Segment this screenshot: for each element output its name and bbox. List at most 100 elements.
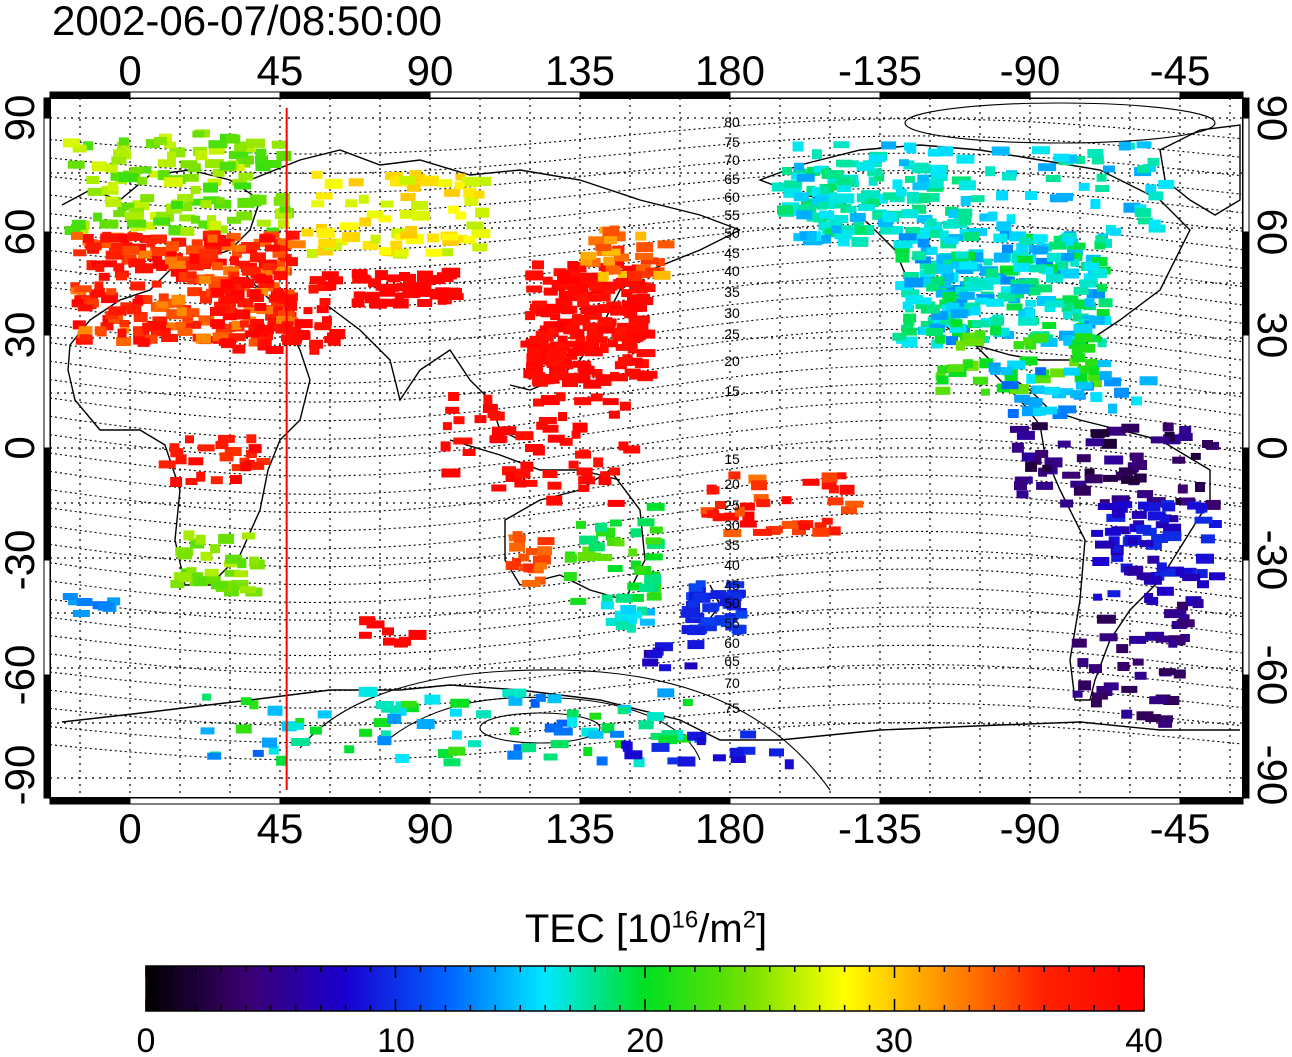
- tec-cell: [507, 750, 523, 760]
- tec-cell: [247, 138, 265, 148]
- tec-cell: [1073, 323, 1093, 334]
- x-tick-bottom: -135: [838, 805, 922, 852]
- tec-cell: [1087, 148, 1104, 158]
- tec-cell: [1127, 565, 1144, 576]
- tec-cell: [1104, 527, 1121, 536]
- tec-cell: [445, 406, 460, 414]
- tec-cell: [603, 284, 616, 294]
- tec-cell: [406, 182, 421, 192]
- tec-cell: [525, 548, 544, 555]
- tec-cell: [1136, 572, 1151, 580]
- tec-cell: [248, 444, 262, 454]
- x-tick-top: -135: [838, 47, 922, 94]
- tec-cell: [1192, 599, 1204, 609]
- tec-cell: [901, 327, 917, 336]
- tec-cell: [178, 272, 193, 282]
- y-tick-right: -90: [1249, 745, 1292, 806]
- tec-cell: [316, 305, 329, 314]
- tec-cell: [1071, 638, 1087, 648]
- y-tick-left: 90: [0, 95, 43, 142]
- tec-cell: [193, 576, 207, 587]
- tec-cell: [322, 316, 332, 326]
- tec-cell: [542, 470, 558, 478]
- tec-cell: [720, 617, 733, 628]
- tec-cell: [377, 736, 392, 746]
- tec-cell: [210, 287, 225, 298]
- tec-cell: [78, 326, 93, 335]
- tec-cell: [240, 586, 256, 594]
- tec-cell: [1053, 153, 1070, 162]
- tec-cell: [834, 215, 849, 223]
- tec-cell: [409, 282, 426, 292]
- tec-cell: [536, 421, 549, 430]
- tec-cell: [639, 584, 656, 593]
- tec-cell: [1033, 406, 1046, 416]
- tec-cell: [555, 392, 566, 402]
- tec-cell: [417, 270, 433, 280]
- tec-cell: [591, 369, 603, 377]
- tec-cell: [625, 615, 637, 624]
- tec-cell: [1038, 163, 1057, 172]
- tec-cell: [601, 594, 613, 604]
- tec-cell: [329, 329, 346, 338]
- tec-cell: [352, 274, 371, 284]
- tec-cell: [224, 308, 238, 318]
- tec-cell: [1139, 540, 1154, 548]
- tec-cell: [572, 360, 591, 368]
- tec-cell: [856, 162, 875, 171]
- tec-cell: [835, 193, 855, 204]
- tec-cell: [474, 415, 487, 424]
- tec-cell: [448, 205, 460, 214]
- tec-cell: [553, 727, 573, 736]
- tec-cell: [444, 288, 462, 297]
- tec-cell: [1032, 234, 1048, 243]
- tec-cell: [723, 512, 739, 521]
- tec-cell: [1090, 698, 1102, 708]
- tec-cell: [242, 532, 256, 540]
- tec-cell: [1179, 568, 1192, 578]
- tec-cell: [1062, 471, 1081, 479]
- tec-cell: [240, 697, 252, 706]
- tec-cell: [1121, 709, 1133, 719]
- tec-cell: [751, 480, 768, 491]
- tec-cell: [191, 215, 200, 224]
- tec-cell: [692, 592, 710, 602]
- tec-cell: [1143, 502, 1161, 512]
- colorbar-label-end: ]: [756, 907, 768, 951]
- tec-cell: [958, 180, 976, 191]
- colorbar-tick-label: 0: [137, 1022, 156, 1057]
- tec-cell: [1137, 490, 1154, 499]
- tec-cell: [256, 273, 266, 282]
- tec-cell: [71, 231, 83, 240]
- tec-cell: [1132, 460, 1148, 470]
- tec-cell: [614, 610, 629, 619]
- tec-cell: [1110, 227, 1121, 236]
- tec-cell: [1138, 501, 1149, 510]
- tec-cell: [518, 553, 530, 562]
- axis-bar-bottom: [1029, 797, 1181, 805]
- tec-cell: [1134, 671, 1147, 680]
- tec-cell: [244, 330, 260, 338]
- tec-cell: [1097, 360, 1112, 368]
- tec-cell: [225, 554, 243, 564]
- tec-cell: [768, 525, 781, 535]
- tec-cell: [135, 263, 153, 274]
- tec-cell: [586, 330, 597, 339]
- tec-cell: [466, 221, 484, 230]
- tec-cell: [812, 527, 830, 537]
- tec-cell: [169, 147, 186, 158]
- tec-cell: [475, 207, 490, 218]
- tec-cell: [901, 209, 919, 219]
- tec-cell: [931, 310, 949, 320]
- tec-cell: [379, 288, 396, 297]
- tec-cell: [1131, 396, 1142, 406]
- tec-cell: [390, 176, 409, 187]
- tec-cell: [335, 238, 348, 246]
- tec-cell: [265, 244, 280, 252]
- colorbar-tick-label: 20: [626, 1022, 664, 1057]
- tec-cell: [580, 305, 598, 315]
- tec-cell: [559, 352, 578, 360]
- tec-cell: [1129, 452, 1144, 461]
- tec-cell: [170, 200, 183, 209]
- tec-cell: [615, 740, 624, 749]
